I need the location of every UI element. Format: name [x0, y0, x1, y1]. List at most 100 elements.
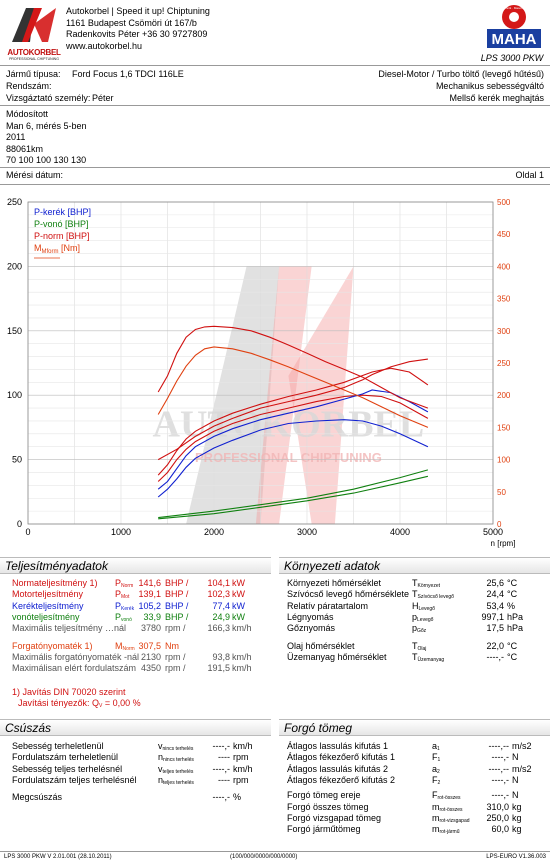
- maha-ring-text: Messtechnik · Maschinenbau: [495, 6, 534, 10]
- perf-row-label: Forgatónyomaték 1): [12, 640, 93, 651]
- loss-row-value: ----: [218, 752, 230, 763]
- perf-row-symbol: MNorm: [115, 640, 135, 652]
- company-info: Autokorbel | Speed it up! Chiptuning 116…: [66, 6, 210, 52]
- company-contact: Radenkovits Péter +36 30 9727809: [66, 29, 208, 39]
- x-axis-label: n [rpm]: [491, 539, 516, 548]
- loss-row-unit: %: [233, 792, 242, 803]
- y-tick-right: 0: [497, 520, 502, 529]
- y-tick-right: 300: [497, 327, 511, 336]
- mass-row-symbol: F1: [432, 752, 441, 764]
- loss-row-value: ----,-: [212, 792, 231, 803]
- loss-row-label: Fordulatszám teljes terhelésnél: [12, 774, 137, 785]
- env-row-value: 997,1: [481, 611, 504, 622]
- perf-section-title: Teljesítményadatok: [0, 557, 271, 574]
- company-web: www.autokorbel.hu: [66, 40, 143, 51]
- loss-row-value: ----,-: [212, 763, 231, 774]
- note-line: 88061km: [6, 143, 44, 154]
- mass-row-value: 250,0: [486, 812, 509, 823]
- perf-row-value2: 104,1: [207, 578, 230, 588]
- gearbox-type: Mechanikus sebességváltó: [435, 81, 544, 91]
- engine-type: Diesel-Motor / Turbo töltő (levegő hűtés…: [378, 69, 544, 79]
- loss-row-label: Megcsúszás: [12, 792, 63, 803]
- y-tick-right: 500: [497, 198, 511, 207]
- logo-text: AUTOKORBEL: [7, 48, 61, 57]
- perf-row-label: vonóteljesítmény: [12, 611, 80, 622]
- loss-row-unit: rpm: [233, 752, 249, 763]
- mass-row-unit: m/s2: [512, 741, 532, 751]
- plot-border: [27, 201, 494, 525]
- env-row-unit: °C: [507, 651, 518, 662]
- perf-row-value1: 4350: [140, 663, 161, 674]
- dyno-chart: AUTOKORBEL PROFESSIONAL CHIPTUNING 0 50 100 1…: [7, 197, 516, 548]
- notes: Módosított Man 6, mérés 5-ben 2011 88061…: [6, 109, 87, 167]
- env-row-unit: %: [507, 600, 516, 611]
- y-tick-left: 200: [7, 261, 22, 271]
- mass-row-label: Forgó tömeg ereje: [287, 790, 361, 801]
- mass-section-title: Forgó tömeg: [279, 719, 550, 736]
- perf-row-value2: 77,4: [212, 600, 230, 611]
- env-row-unit: hPa: [507, 611, 524, 622]
- series-line: [157, 346, 429, 428]
- mass-row-symbol: a2: [432, 763, 440, 775]
- y-tick-right: 50: [497, 488, 506, 497]
- mass-row-value: ----,--: [488, 741, 509, 751]
- mass-row-value: ----,-: [491, 774, 510, 785]
- note-line: Módosított: [6, 109, 49, 119]
- perf-row-unit2: km/h: [232, 663, 252, 674]
- mass-row-label: Átlagos fékezőerő kifutás 2: [287, 774, 396, 785]
- y-tick-right: 450: [497, 230, 511, 239]
- tester-value: Péter: [92, 93, 114, 103]
- company-line: Autokorbel | Speed it up! Chiptuning: [66, 6, 210, 16]
- mass-row-label: Átlagos fékezőerő kifutás 1: [287, 752, 396, 763]
- env-row-label: Környezeti hőmérséklet: [287, 578, 382, 588]
- series-line: [158, 475, 429, 520]
- legend-entry: P-norm [BHP]: [34, 231, 90, 241]
- perf-row-unit1: rpm /: [165, 663, 186, 674]
- y-tick-left: 150: [7, 326, 22, 336]
- env-row-symbol: HLevegő: [412, 600, 435, 612]
- env-row-symbol: TOlaj: [412, 640, 427, 652]
- mass-row-value: ----,-: [491, 790, 510, 801]
- x-tick: 3000: [297, 527, 317, 537]
- env-row-value: 25,6: [486, 578, 504, 588]
- env-row-label: Gőznyomás: [287, 623, 336, 634]
- footer-software: LPS-EURO V1.36.003: [486, 854, 546, 860]
- env-row-unit: °C: [507, 578, 518, 588]
- perf-row-value1: 33,9: [143, 611, 161, 622]
- perf-row-value2: 166,3: [207, 623, 230, 634]
- mass-row-label: Forgó járműtömeg: [287, 824, 361, 835]
- measurement-date-label: Mérési dátum:: [6, 170, 64, 180]
- perf-row-label: Motorteljesítmény: [12, 589, 84, 600]
- mass-row-unit: N: [512, 774, 519, 785]
- y-tick-left: 50: [12, 455, 22, 465]
- perf-row-unit1: Nm: [165, 640, 179, 651]
- perf-row-value1: 3780: [140, 623, 161, 634]
- watermark-text: AUTOKORBEL: [153, 403, 425, 445]
- y-tick-right: 250: [497, 359, 511, 368]
- mass-row-symbol: mrot-összes: [432, 801, 463, 813]
- legend-entry: P-vonó [BHP]: [34, 219, 89, 229]
- perf-row-value1: 139,1: [138, 589, 161, 600]
- mass-row-label: Forgó vizsgapad tömeg: [287, 812, 382, 823]
- perf-row-unit1: rpm /: [165, 623, 186, 634]
- perf-row-label: Maximális forgatónyomaték -nál: [12, 651, 140, 662]
- env-row-value: 22,0: [486, 640, 504, 651]
- env-row-value: 24,4: [486, 589, 504, 600]
- loss-row-symbol: nnincs terhelés: [158, 752, 194, 764]
- perf-row-unit1: BHP /: [165, 578, 189, 588]
- env-row-value: 53,4: [486, 600, 504, 611]
- perf-row-symbol: PMot: [115, 589, 130, 601]
- perf-row-label: Normateljesítmény 1): [12, 578, 98, 588]
- maha-logo: Messtechnik · Maschinenbau MAHA: [484, 3, 544, 53]
- env-row-value: 17,5: [486, 623, 504, 634]
- env-row-label: Relatív páratartalom: [287, 600, 369, 611]
- env-row-symbol: pLevegő: [412, 611, 434, 623]
- perf-row-value1: 105,2: [138, 600, 161, 611]
- env-row-label: Üzemanyag hőmérséklet: [287, 651, 387, 662]
- env-row-value: ----,-: [486, 651, 505, 662]
- y-tick-right: 100: [497, 456, 511, 465]
- mass-row-symbol: a1: [432, 741, 440, 752]
- loss-row-unit: km/h: [233, 763, 253, 774]
- y-tick-right: 150: [497, 423, 511, 432]
- perf-row-unit2: kW: [232, 578, 245, 588]
